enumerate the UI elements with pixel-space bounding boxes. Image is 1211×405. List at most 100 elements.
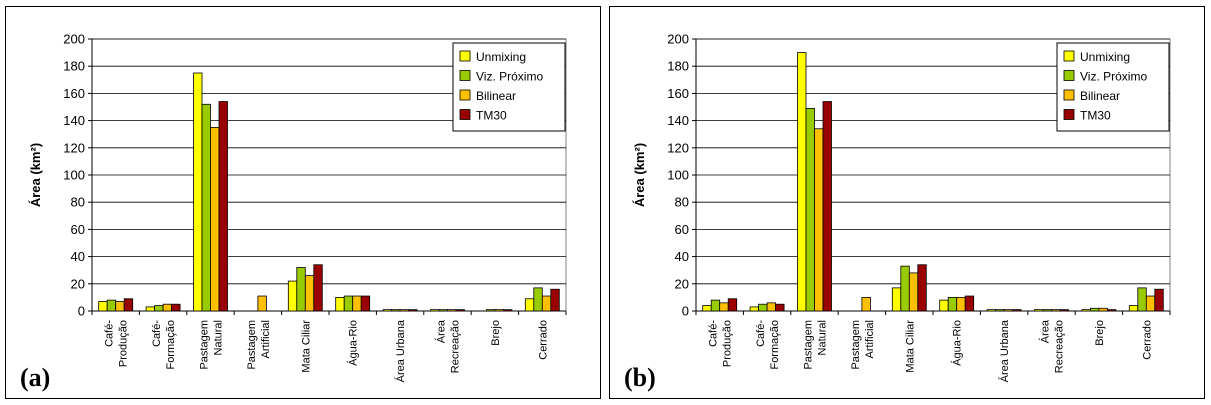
bar-unmixing-1 — [145, 306, 156, 312]
y-tick-label: 0 — [78, 304, 85, 319]
y-axis-label: Área (km²) — [632, 143, 647, 207]
bar-tm30-0 — [123, 298, 134, 312]
panel-label: (a) — [20, 363, 50, 392]
bar-unmixing-4 — [287, 280, 298, 312]
bar-viz-pr-ximo-8 — [485, 309, 496, 312]
y-tick-label: 100 — [63, 168, 85, 183]
legend-swatch — [1063, 89, 1075, 101]
bar-tm30-1 — [775, 303, 785, 312]
y-tick-label: 20 — [71, 276, 85, 291]
x-category-label: Água-Rio — [347, 320, 360, 366]
bar-tm30-4 — [917, 264, 927, 312]
bar-unmixing-2 — [797, 52, 807, 312]
bar-viz-pr-ximo-5 — [343, 295, 354, 312]
bar-unmixing-0 — [702, 305, 712, 312]
bar-tm30-2 — [822, 101, 832, 312]
bar-viz-pr-ximo-4 — [296, 267, 306, 312]
panel-label: (b) — [624, 363, 656, 392]
bar-unmixing-1 — [749, 306, 760, 312]
x-category-label: Café- — [708, 320, 720, 347]
bar-viz-pr-ximo-5 — [947, 296, 958, 312]
bar-unmixing-0 — [98, 301, 108, 312]
y-tick-label: 140 — [63, 113, 85, 128]
x-category-label: Produção — [118, 320, 130, 367]
bar-tm30-0 — [727, 298, 738, 312]
bar-bilinear-5 — [956, 296, 966, 312]
bar-unmixing-6 — [986, 309, 997, 312]
bar-bilinear-2 — [210, 127, 220, 312]
x-category-label: Natural — [817, 320, 829, 355]
x-category-label: Cerrado — [537, 320, 549, 360]
bar-bilinear-3 — [257, 295, 267, 312]
y-tick-label: 160 — [63, 86, 85, 101]
bar-tm30-6 — [408, 309, 418, 312]
bar-viz-pr-ximo-2 — [201, 103, 211, 312]
bar-tm30-7 — [455, 309, 465, 312]
y-tick-label: 120 — [63, 140, 85, 155]
x-category-label: Mata Ciliar — [300, 320, 312, 373]
bar-unmixing-5 — [939, 299, 949, 312]
bar-bilinear-2 — [814, 128, 824, 312]
bar-tm30-7 — [1059, 309, 1069, 312]
y-tick-label: 100 — [667, 168, 689, 183]
bar-bilinear-9 — [541, 295, 552, 312]
chart-panel-a: 0 20 40 60 80 100 120 140 160 180 200 Área (km²) Caf… — [5, 6, 601, 399]
bar-tm30-9 — [550, 288, 560, 312]
legend-label: Unmixing — [1080, 50, 1130, 64]
legend-label: Unmixing — [476, 50, 526, 64]
bar-unmixing-7 — [1034, 309, 1044, 312]
chart-panel-b: 0 20 40 60 80 100 120 140 160 180 200 Área (km²) Caf… — [609, 6, 1205, 399]
bar-viz-pr-ximo-6 — [391, 309, 401, 312]
bar-bilinear-7 — [1051, 309, 1061, 312]
legend-swatch — [459, 70, 471, 81]
legend-label: TM30 — [1080, 109, 1111, 123]
bar-tm30-2 — [218, 101, 228, 312]
bar-chart-a: 0 20 40 60 80 100 120 140 160 180 200 Área (km²) Caf… — [20, 32, 567, 392]
x-category-label: Brejo — [490, 320, 502, 346]
y-tick-label: 180 — [63, 59, 85, 74]
x-category-label: Artificial — [260, 320, 272, 359]
bar-unmixing-9 — [524, 298, 535, 312]
x-category-label: Produção — [722, 320, 734, 367]
x-category-label: Área — [1039, 319, 1052, 343]
bar-viz-pr-ximo-7 — [438, 309, 448, 312]
legend-label: Bilinear — [1080, 89, 1120, 103]
bar-unmixing-4 — [891, 287, 902, 312]
y-tick-label: 120 — [667, 140, 689, 155]
y-tick-label: 40 — [675, 249, 689, 264]
legend-swatch — [1063, 109, 1075, 120]
bar-bilinear-4 — [908, 272, 919, 312]
y-tick-label: 140 — [667, 113, 689, 128]
y-tick-label: 80 — [71, 195, 85, 210]
bar-bilinear-8 — [494, 309, 504, 312]
x-category-label: Café- — [755, 320, 767, 347]
bar-bilinear-1 — [766, 302, 777, 312]
bar-unmixing-9 — [1128, 305, 1139, 312]
x-category-label: Área Urbana — [998, 319, 1011, 382]
x-category-label: Recreação — [450, 320, 462, 373]
bar-viz-pr-ximo-9 — [533, 287, 543, 312]
x-category-label: Cerrado — [1141, 320, 1153, 360]
x-category-label: Natural — [213, 320, 225, 355]
bar-bilinear-7 — [447, 309, 457, 312]
legend-swatch — [459, 50, 471, 62]
bar-viz-pr-ximo-0 — [710, 299, 721, 312]
legend-swatch — [1063, 70, 1075, 81]
legend-box — [1056, 42, 1170, 132]
legend-box — [452, 42, 566, 132]
y-tick-label: 180 — [667, 59, 689, 74]
x-category-label: Recreação — [1054, 320, 1066, 373]
legend-label: Viz. Próximo — [1080, 70, 1147, 84]
x-category-label: Formação — [165, 320, 177, 370]
bar-bilinear-9 — [1145, 295, 1156, 312]
bar-bilinear-4 — [304, 275, 315, 312]
y-tick-label: 60 — [675, 222, 689, 237]
y-tick-label: 20 — [675, 276, 689, 291]
x-category-label: Café- — [151, 320, 163, 347]
bar-bilinear-0 — [115, 301, 125, 312]
y-tick-label: 160 — [667, 86, 689, 101]
bar-bilinear-8 — [1098, 307, 1108, 312]
x-category-label: Pastagem — [850, 320, 862, 370]
y-tick-label: 60 — [71, 222, 85, 237]
x-category-label: Área — [435, 319, 448, 343]
